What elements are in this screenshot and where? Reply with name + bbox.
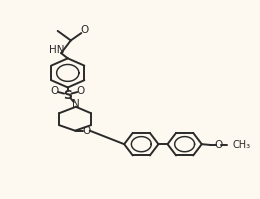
Text: O: O xyxy=(77,86,85,96)
Text: CH₃: CH₃ xyxy=(232,140,251,150)
Text: O: O xyxy=(214,140,222,150)
Text: O: O xyxy=(82,126,90,136)
Text: O: O xyxy=(50,86,59,96)
Text: N: N xyxy=(72,99,80,109)
Text: HN: HN xyxy=(49,45,64,55)
Text: S: S xyxy=(63,89,72,102)
Text: O: O xyxy=(80,25,88,35)
